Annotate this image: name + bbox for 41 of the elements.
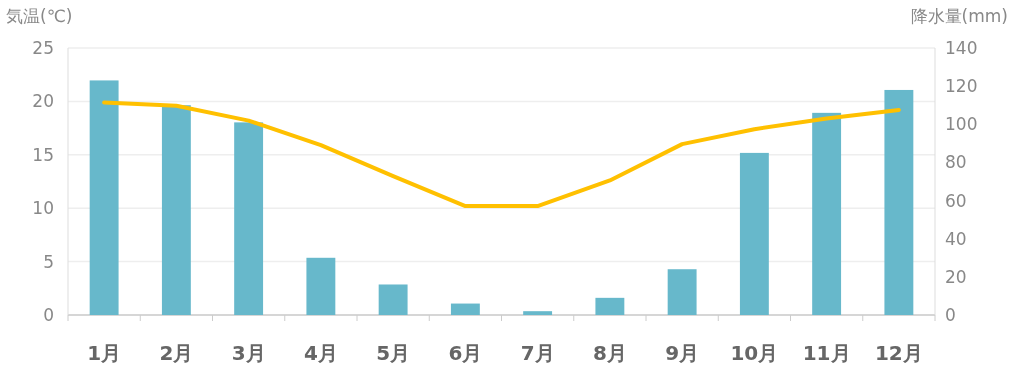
y-tick-label: 25 [32, 38, 54, 58]
y2-tick-label: 60 [945, 190, 967, 211]
bar [595, 297, 625, 315]
x-tick-label: 11月 [802, 341, 851, 365]
y-tick-label: 15 [32, 144, 54, 165]
bar [523, 311, 553, 315]
y2-tick-label: 120 [945, 76, 978, 97]
line-series [102, 100, 901, 209]
x-tick-label: 5月 [376, 341, 411, 365]
bar [667, 269, 697, 315]
y-tick-label: 20 [32, 91, 54, 112]
bar [450, 303, 480, 315]
x-tick-label: 2月 [159, 341, 194, 365]
bar [812, 112, 842, 315]
bar [234, 122, 264, 315]
x-tick-label: 10月 [730, 341, 779, 365]
y2-tick-label: 20 [945, 266, 967, 287]
x-tick-label: 12月 [874, 341, 923, 365]
bar [89, 80, 119, 315]
x-tick-label: 7月 [520, 341, 555, 365]
bar [884, 89, 914, 315]
y-tick-label: 5 [43, 251, 54, 272]
y-axis-title: 気温(℃) [6, 6, 73, 26]
y2-tick-label: 40 [945, 228, 967, 249]
y2-tick-label: 100 [945, 114, 978, 135]
x-tick-label: 8月 [592, 341, 627, 365]
y2-tick-label: 140 [945, 38, 978, 58]
bar [161, 105, 191, 315]
bar [739, 152, 769, 315]
y2-tick-label: 80 [945, 152, 967, 173]
y-tick-label: 0 [43, 305, 54, 325]
y-tick-label: 10 [32, 198, 54, 219]
x-tick-label: 1月 [87, 341, 122, 365]
x-tick-label: 9月 [665, 341, 700, 365]
y2-tick-label: 0 [945, 305, 956, 325]
x-tick-label: 6月 [448, 341, 483, 365]
y2-axis-title: 降水量(mm) [910, 6, 1008, 26]
bar [306, 257, 336, 315]
x-tick-label: 4月 [303, 341, 338, 365]
x-tick-label: 3月 [231, 341, 266, 365]
bar [378, 284, 408, 315]
